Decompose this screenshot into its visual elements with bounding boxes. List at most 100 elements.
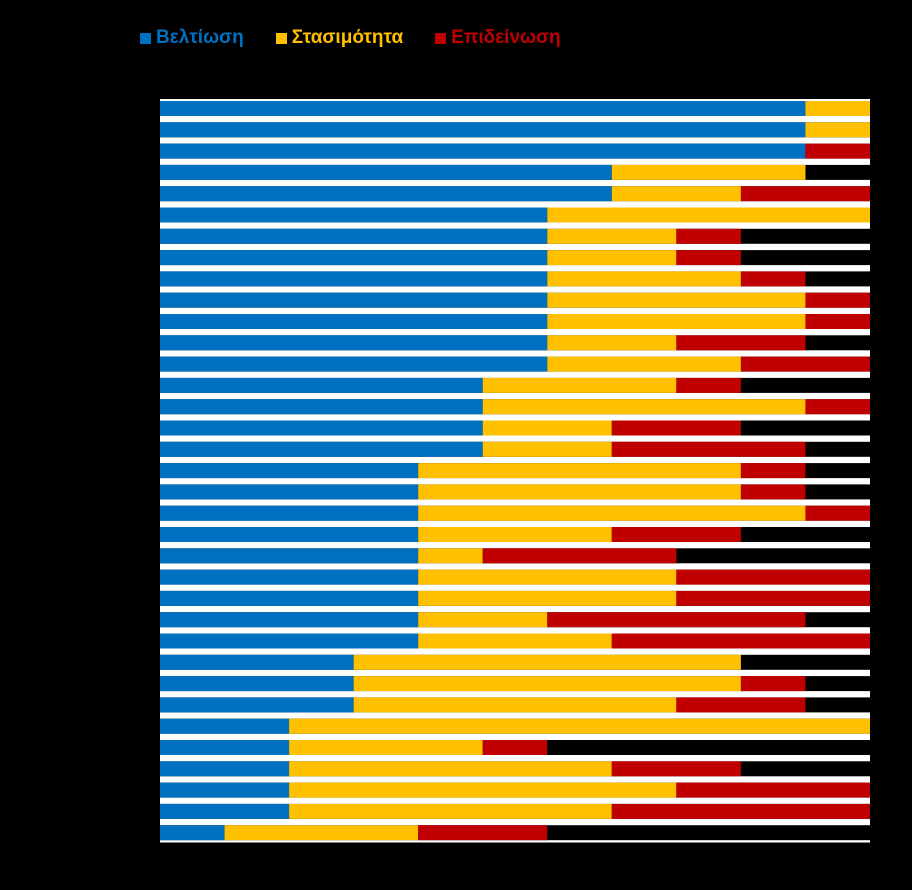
- bar-segment-s1-r27: [353, 676, 741, 692]
- bar-segment-s0-r7: [160, 250, 548, 266]
- bar-segment-s1-r33: [289, 803, 612, 819]
- bar-segment-s0-r24: [160, 612, 419, 628]
- bar-segment-s1-r24: [418, 612, 548, 628]
- bar-segment-s2-r31: [611, 761, 741, 777]
- bar-segment-s2-r33: [611, 803, 870, 819]
- bar-segment-s0-r4: [160, 186, 612, 202]
- bar-segment-s0-r9: [160, 292, 548, 308]
- bar-segment-s1-r1: [805, 122, 870, 138]
- bar-segment-s1-r8: [547, 271, 741, 287]
- bar-segment-s1-r29: [289, 718, 870, 734]
- bar-segment-s2-r10: [805, 314, 870, 329]
- bar-segment-s1-r15: [482, 420, 612, 436]
- bar-segment-s2-r19: [805, 505, 870, 521]
- bar-segment-s0-r0: [160, 101, 806, 116]
- bar-segment-s1-r9: [547, 292, 806, 308]
- bar-segment-s0-r33: [160, 803, 290, 819]
- bar-segment-s2-r7: [676, 250, 741, 266]
- bar-segment-s2-r32: [676, 782, 870, 798]
- bar-segment-s1-r3: [611, 164, 806, 180]
- bar-segment-s2-r15: [611, 420, 741, 436]
- bar-segment-s0-r25: [160, 633, 419, 649]
- legend-swatch: [435, 32, 447, 44]
- bar-segment-s0-r3: [160, 164, 612, 180]
- bar-segment-s1-r6: [547, 228, 677, 244]
- bar-segment-s0-r23: [160, 590, 419, 606]
- legend: Βελτίωση Στασιμότητα Επιδείνωση: [140, 27, 561, 49]
- bar-segment-s1-r26: [353, 654, 741, 670]
- bar-segment-s1-r18: [418, 484, 741, 500]
- bar-segment-s2-r18: [740, 484, 806, 500]
- bar-segment-s1-r12: [547, 356, 741, 372]
- bar-segment-s0-r14: [160, 399, 483, 415]
- bar-segment-s1-r0: [805, 101, 870, 116]
- bar-segment-s0-r34: [160, 825, 225, 841]
- bar-segment-s2-r24: [547, 612, 806, 628]
- bar-segment-s0-r18: [160, 484, 419, 500]
- bar-segment-s2-r22: [676, 569, 870, 585]
- bar-segment-s2-r23: [676, 590, 870, 606]
- bar-segment-s0-r19: [160, 505, 419, 521]
- legend-item-1: Στασιμότητα: [275, 27, 404, 49]
- bar-segment-s2-r17: [740, 463, 806, 479]
- legend-label: Βελτίωση: [156, 27, 244, 48]
- bar-segment-s1-r17: [418, 463, 741, 479]
- bar-segment-s2-r27: [740, 676, 806, 692]
- bar-segment-s1-r31: [289, 761, 612, 777]
- bar-segment-s0-r17: [160, 463, 419, 479]
- legend-item-2: Επιδείνωση: [435, 27, 561, 49]
- bar-segment-s1-r28: [353, 697, 677, 713]
- bar-segment-s0-r32: [160, 782, 290, 798]
- bar-segment-s2-r4: [740, 186, 870, 202]
- bar-segment-s0-r13: [160, 377, 483, 393]
- bar-segment-s1-r21: [418, 548, 483, 564]
- bar-segment-s2-r21: [482, 548, 677, 564]
- bar-segment-s2-r13: [676, 377, 741, 393]
- bar-segment-s0-r20: [160, 527, 419, 542]
- bar-segment-s1-r4: [611, 186, 741, 202]
- bar-segment-s0-r22: [160, 569, 419, 585]
- bar-segment-s1-r32: [289, 782, 677, 798]
- bar-segment-s0-r27: [160, 676, 354, 692]
- bar-segment-s1-r14: [482, 399, 806, 415]
- bar-segment-s0-r15: [160, 420, 483, 436]
- bar-segment-s0-r6: [160, 228, 548, 244]
- bar-segment-s2-r30: [482, 740, 548, 755]
- bar-segment-s0-r8: [160, 271, 548, 287]
- bar-segment-s0-r26: [160, 654, 354, 670]
- legend-swatch: [140, 32, 151, 44]
- bar-segment-s1-r16: [482, 441, 612, 457]
- bar-segment-s2-r12: [740, 356, 870, 372]
- bar-segment-s2-r25: [611, 633, 870, 649]
- bar-segment-s0-r16: [160, 441, 483, 457]
- bar-segment-s0-r12: [160, 356, 548, 372]
- bar-segment-s2-r9: [805, 292, 870, 308]
- bar-segment-s2-r16: [611, 441, 806, 457]
- bar-segment-s1-r30: [289, 740, 483, 755]
- bar-segment-s0-r31: [160, 761, 290, 777]
- bar-segment-s2-r2: [805, 143, 870, 159]
- bar-segment-s0-r21: [160, 548, 419, 564]
- bar-segment-s0-r28: [160, 697, 354, 713]
- bar-segment-s2-r34: [418, 825, 548, 841]
- bar-segment-s1-r22: [418, 569, 677, 585]
- legend-swatch: [275, 32, 287, 44]
- bar-segment-s0-r10: [160, 314, 548, 329]
- bar-segment-s2-r8: [740, 271, 806, 287]
- bar-segment-s1-r13: [482, 377, 677, 393]
- bar-segment-s1-r20: [418, 527, 612, 542]
- bar-segment-s1-r7: [547, 250, 677, 266]
- bar-segment-s2-r6: [676, 228, 741, 244]
- legend-item-0: Βελτίωση: [140, 27, 244, 49]
- bar-segment-s0-r1: [160, 122, 806, 138]
- bar-segment-s1-r11: [547, 335, 677, 351]
- bar-segment-s0-r5: [160, 207, 548, 223]
- bar-segment-s0-r11: [160, 335, 548, 351]
- bar-segment-s2-r28: [676, 697, 806, 713]
- bar-segment-s0-r30: [160, 740, 290, 755]
- bar-segment-s2-r11: [676, 335, 806, 351]
- bar-segment-s2-r20: [611, 527, 741, 542]
- legend-label: Στασιμότητα: [291, 27, 404, 48]
- legend-label: Επιδείνωση: [451, 27, 561, 48]
- bar-segment-s1-r34: [224, 825, 419, 841]
